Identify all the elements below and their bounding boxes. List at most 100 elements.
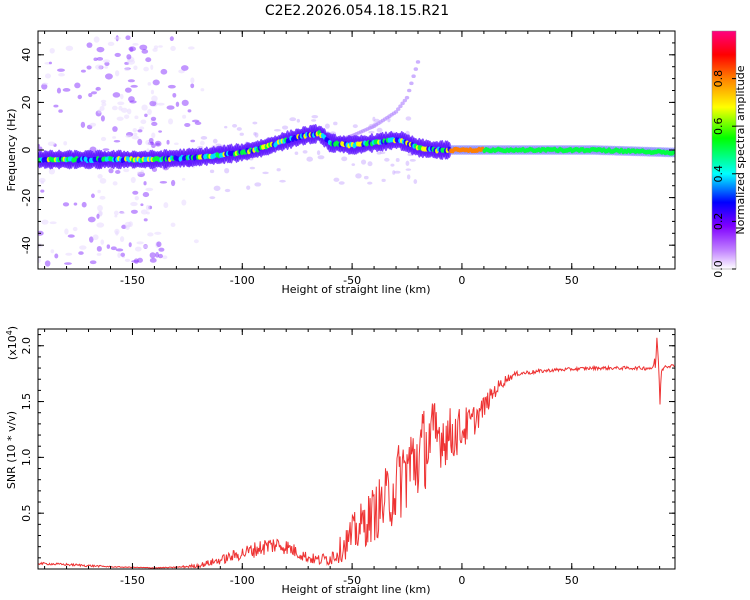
spectrogram-x-ticks: -150 -100 -50 0 50	[44, 31, 661, 287]
spectrogram-x-label: Height of straight line (km)	[281, 283, 430, 296]
spectrogram-noise-blob	[262, 171, 269, 175]
spectrogram-noise-blob	[224, 125, 228, 129]
spectrogram-noise-blob	[170, 222, 176, 227]
snr-y-ticks: 0.5 1.0 1.5 2.0	[20, 334, 675, 559]
spectrogram-noise-blob	[73, 202, 78, 206]
spectrogram-noise-blob	[156, 102, 165, 106]
spectrogram-noise-blob	[115, 170, 121, 175]
spectrogram-noise-blob	[149, 100, 157, 107]
spectrogram-noise-blob	[141, 49, 149, 54]
spectrogram-ytick-label: 0	[20, 147, 33, 154]
spectrogram-noise-blob	[53, 104, 59, 108]
spectrogram-noise-blob	[249, 166, 256, 170]
spectrogram-noise-blob	[114, 214, 118, 218]
spectrogram-noise-blob	[367, 161, 373, 167]
spectrogram-xtick-label: 50	[565, 274, 579, 287]
spectrogram-noise-blob	[93, 36, 100, 43]
spectrogram-marks	[38, 35, 675, 267]
spectrogram-y-label: Frequency (Hz)	[5, 109, 18, 192]
spectrogram-noise-blob	[145, 204, 151, 211]
spectrogram-noise-blob	[190, 83, 195, 89]
spectrogram-noise-blob	[406, 174, 411, 180]
spectrogram-noise-blob	[77, 94, 82, 100]
spectrogram-noise-blob	[254, 182, 262, 187]
spectrogram-noise-blob	[39, 146, 43, 153]
colorbar-tick-label: 0.4	[712, 165, 725, 183]
spectrogram-noise-blob	[114, 52, 121, 57]
snr-panel: -150 -100 -50 0 50 0.5 1.0 1.5 2.0 (x104) SNR (…	[5, 326, 676, 596]
spectrogram-noise-blob	[56, 87, 62, 94]
spectrogram-noise-blob	[236, 127, 242, 131]
spectrogram-noise-blob	[40, 189, 45, 193]
spectrogram-noise-blob	[80, 121, 86, 128]
spectrogram-noise-blob	[41, 83, 48, 90]
spectrogram-noise-blob	[158, 130, 163, 133]
spectrogram-noise-blob	[181, 199, 187, 206]
spectrogram-noise-blob	[99, 178, 107, 184]
spectrogram-noise-blob	[311, 119, 317, 122]
spectrogram-noise-blob	[64, 262, 72, 265]
spectrogram-noise-blob	[392, 170, 396, 175]
spectrogram-noise-blob	[405, 116, 412, 121]
spectrogram-noise-blob	[121, 107, 128, 113]
spectrogram-ytick-label: 40	[20, 48, 33, 62]
spectrogram-noise-blob	[140, 209, 148, 215]
spectrogram-xtick-label: -100	[230, 274, 255, 287]
spectrogram-noise-blob	[44, 260, 51, 267]
colorbar-label: Normalized spectral amplitude	[734, 65, 747, 234]
colorbar-tick-label: 0.8	[712, 70, 725, 88]
spectrogram-noise-blob	[94, 64, 103, 70]
spectrogram-noise-blob	[149, 252, 156, 259]
spectrogram-noise-blob	[114, 228, 120, 235]
spectrogram-noise-blob	[74, 82, 81, 89]
spectrogram-noise-blob	[88, 92, 93, 98]
spectrogram-ytick-label: -40	[20, 236, 33, 254]
spectrogram-noise-blob	[65, 252, 73, 256]
spectrogram-noise-blob	[93, 57, 98, 62]
spectrogram-noise-blob	[168, 118, 174, 125]
spectrogram-noise-blob	[213, 185, 221, 191]
spectrogram-noise-blob	[89, 260, 97, 265]
spectrogram-noise-blob	[341, 156, 348, 162]
spectrogram-noise-blob	[145, 57, 152, 63]
spectrogram-noise-blob	[113, 210, 119, 216]
spectrogram-noise-blob	[131, 135, 140, 140]
spectrogram-ytick-label: 20	[20, 95, 33, 109]
spectrogram-noise-blob	[89, 236, 94, 243]
colorbar: 0.0 0.2 0.4 0.6 0.8 Normalized spectral ampl…	[711, 30, 747, 278]
spectrogram-noise-blob	[281, 125, 289, 130]
spectrogram-noise-blob	[162, 255, 168, 260]
spectrogram-noise-blob	[163, 202, 169, 209]
spectrogram-noise-blob	[112, 136, 117, 139]
spectrogram-noise-blob	[112, 126, 118, 132]
snr-xtick-label: -150	[120, 574, 145, 587]
spectrogram-noise-blob	[158, 247, 165, 252]
spectrogram-noise-blob	[58, 109, 63, 113]
spectrogram-noise-blob	[181, 99, 189, 106]
spectrogram-noise-blob	[128, 46, 137, 52]
colorbar-tick-label: 0.0	[712, 260, 725, 278]
spectrogram-noise-blob	[117, 252, 121, 258]
spectrogram-noise-blob	[152, 48, 158, 52]
spectrogram-noise-blob	[154, 231, 162, 235]
spectrogram-noise-blob	[86, 42, 93, 48]
spectrogram-noise-blob	[137, 129, 143, 133]
spectrogram-noise-blob	[166, 139, 170, 145]
spectrogram-noise-blob	[182, 114, 187, 119]
spectrogram-noise-blob	[89, 122, 97, 127]
spectrogram-noise-blob	[102, 148, 110, 151]
spectrogram-noise-blob	[355, 173, 362, 179]
spectrogram-noise-blob	[48, 61, 52, 65]
spectrogram-noise-blob	[289, 117, 297, 122]
spectrogram-noise-blob	[90, 193, 95, 199]
spectrogram-noise-blob	[148, 137, 154, 144]
snr-frame	[37, 328, 676, 570]
spectrogram-branch-blob	[400, 101, 405, 106]
spectrogram-noise-blob	[209, 169, 215, 174]
spectrogram-noise-blob	[296, 118, 300, 123]
spectrogram-noise-blob	[246, 185, 251, 190]
snr-x-label: Height of straight line (km)	[281, 583, 430, 596]
snr-xtick-label: 50	[565, 574, 579, 587]
spectrogram-noise-blob	[58, 72, 65, 77]
